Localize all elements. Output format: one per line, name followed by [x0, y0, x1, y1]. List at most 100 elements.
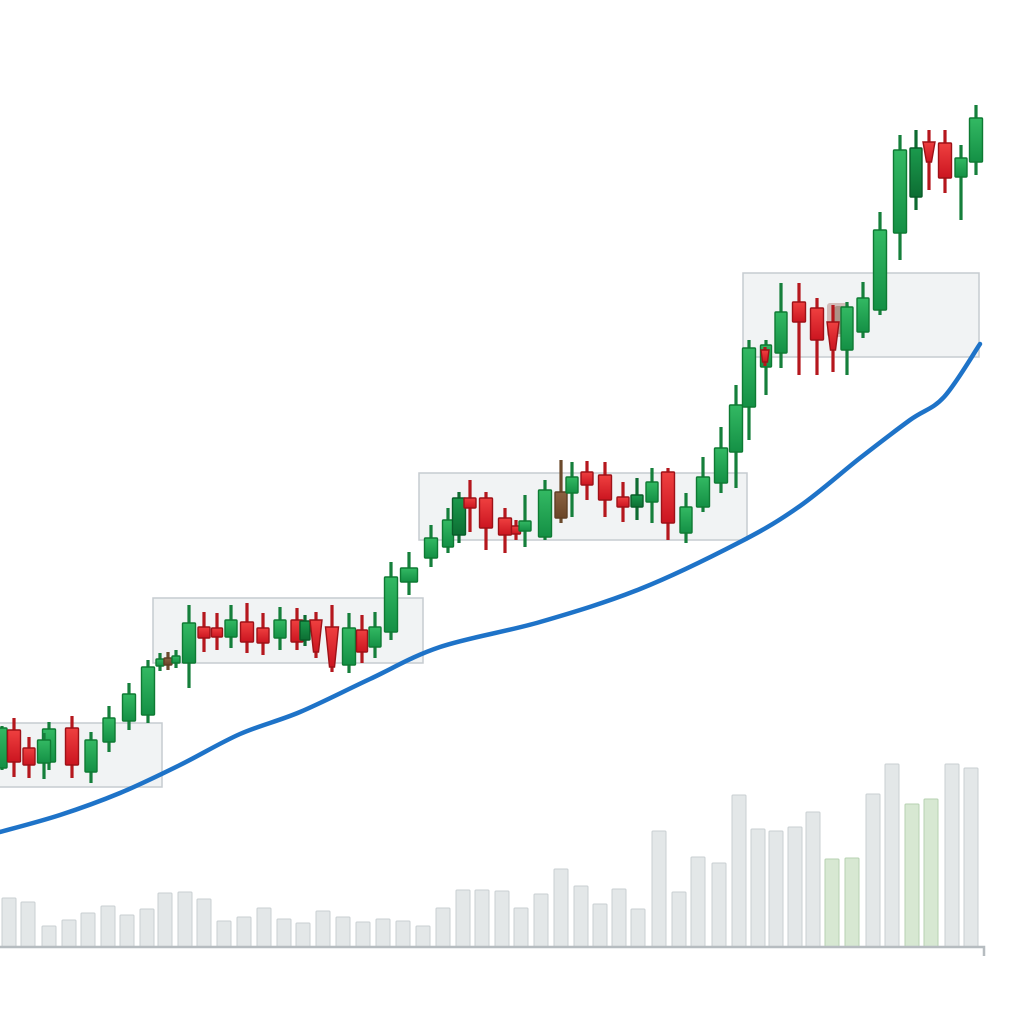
candle	[774, 283, 788, 368]
candle-body	[728, 404, 744, 453]
volume-bar	[139, 908, 155, 948]
candle-body	[36, 739, 52, 764]
candle-body	[423, 537, 439, 559]
candle	[909, 130, 923, 210]
candle	[968, 105, 984, 175]
candle-body	[22, 747, 36, 766]
candle-body	[695, 476, 711, 508]
volume-bar	[494, 890, 510, 948]
candle-body	[922, 141, 936, 163]
candle-body	[597, 474, 613, 501]
candle	[826, 305, 840, 372]
candle	[597, 462, 613, 517]
candle-body	[565, 476, 579, 494]
candle	[679, 493, 693, 543]
candle	[856, 282, 870, 338]
candle-body	[324, 626, 340, 668]
candle	[760, 347, 770, 366]
ma-line-layer	[0, 341, 983, 835]
candle-body	[181, 622, 197, 664]
volume-bar	[435, 907, 451, 948]
candle	[309, 612, 323, 658]
candle	[155, 653, 165, 671]
candle	[954, 145, 968, 220]
candle-body	[713, 447, 729, 484]
candle	[6, 718, 22, 777]
candle-body	[102, 717, 116, 743]
candle-body	[84, 739, 98, 773]
candle-body	[645, 481, 659, 503]
volume-bar	[20, 901, 36, 948]
candle	[36, 733, 52, 779]
volume-bar	[533, 893, 549, 948]
candle	[937, 130, 953, 193]
candle-body	[341, 627, 357, 666]
candle-body	[518, 520, 532, 532]
candle-body	[451, 497, 467, 536]
volume-layer	[0, 763, 986, 956]
candle	[299, 615, 311, 646]
volume-bar	[196, 898, 212, 948]
candle	[273, 607, 287, 650]
candle	[423, 525, 439, 567]
candle	[355, 615, 369, 663]
candle-body	[140, 666, 156, 716]
candle	[554, 460, 568, 523]
candle	[324, 605, 340, 672]
candle	[181, 605, 197, 688]
candle-body	[121, 693, 137, 722]
candle-body	[840, 306, 854, 351]
volume-bar	[157, 892, 173, 948]
volume-bar	[768, 830, 784, 948]
candle-body	[826, 321, 840, 351]
candle-body	[616, 496, 630, 508]
candle	[163, 652, 173, 670]
candle-body	[872, 229, 888, 311]
candle	[695, 457, 711, 512]
candle	[537, 480, 553, 540]
candle	[809, 298, 825, 375]
volume-bar	[1, 897, 17, 948]
volume-bar	[611, 888, 627, 948]
volume-bar-green	[844, 857, 860, 948]
volume-bar	[592, 903, 608, 948]
candle	[713, 427, 729, 493]
volume-bar	[295, 922, 311, 948]
volume-bar	[711, 862, 727, 948]
volume-bar	[690, 856, 706, 948]
volume-bar	[236, 916, 252, 948]
candle	[616, 482, 630, 522]
candle	[210, 613, 224, 650]
volume-bar	[750, 828, 766, 948]
candle-body	[968, 117, 984, 163]
candle-body	[256, 627, 270, 644]
candle	[0, 726, 8, 770]
candle	[84, 732, 98, 783]
volume-bar	[61, 919, 77, 948]
candle-body	[239, 621, 255, 643]
candle	[121, 683, 137, 730]
candle-body	[791, 301, 807, 323]
candle	[518, 495, 532, 547]
candle-body	[399, 567, 419, 583]
candle-body	[171, 655, 181, 664]
volume-bar	[553, 868, 569, 948]
candle-body	[497, 517, 513, 536]
candle-body	[760, 349, 770, 363]
candle	[478, 492, 494, 550]
candle-body	[554, 491, 568, 519]
volume-bar	[256, 907, 272, 948]
candle	[341, 613, 357, 673]
volume-bar	[41, 925, 57, 948]
candle-body	[64, 727, 80, 766]
candle	[102, 706, 116, 752]
volume-bar	[573, 885, 589, 948]
candle-body	[197, 626, 211, 639]
volume-bar	[216, 920, 232, 948]
candle-body	[580, 471, 594, 486]
candle-body	[630, 494, 644, 508]
candle-body	[463, 497, 477, 509]
candle	[64, 716, 80, 778]
